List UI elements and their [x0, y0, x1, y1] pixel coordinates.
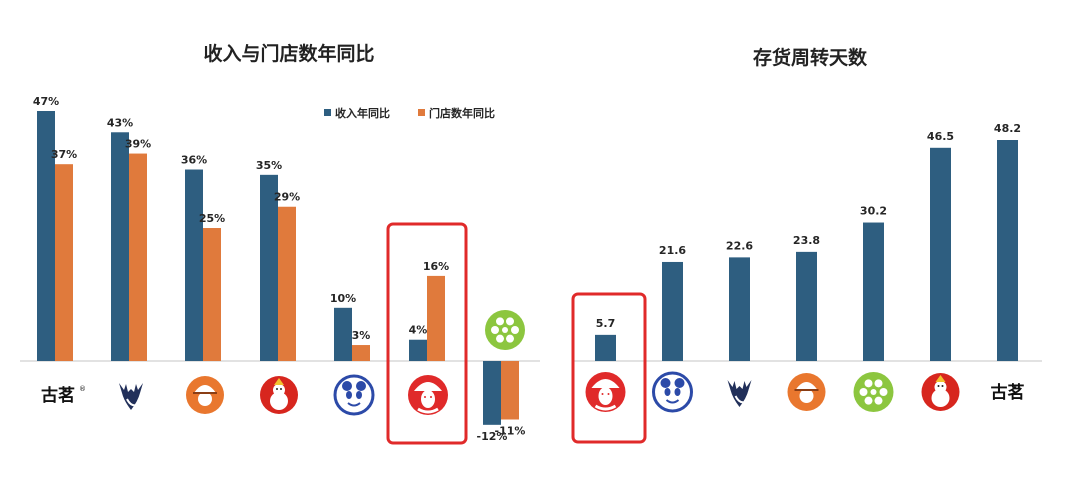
inventory-label-lime-brand: 30.2 — [860, 205, 887, 218]
deer-icon — [119, 383, 143, 410]
inventory-label-deer-brand: 22.6 — [726, 239, 753, 252]
inventory-label-snowman-brand: 46.5 — [927, 130, 954, 143]
inventory-bar-opera-face-brand — [595, 334, 616, 361]
left-chart-bars: 47% 43% 36% 35% 10% 4% -12% 37% 39% 25% 29% 3% 16% -1… — [33, 95, 526, 443]
guming-logo-text: 古茗 — [991, 382, 1025, 403]
stores-label-deer-brand: 39% — [125, 138, 151, 151]
deer-icon — [727, 380, 752, 407]
stores-label-cap-girl-brand: 25% — [199, 212, 225, 225]
stores-bar-snowman-brand — [278, 206, 296, 361]
guming-logo: 古茗 — [991, 382, 1025, 403]
legend-label-stores: 门店数年同比 — [429, 106, 495, 120]
right-chart-bars: 5.7 21.6 22.6 23.8 30.2 46.5 48.2 — [595, 122, 1021, 361]
snowman-brand-logo — [921, 373, 960, 411]
legend-label-revenue: 收入年同比 — [335, 106, 390, 120]
revenue-label-panda-brand: 10% — [330, 292, 356, 305]
revenue-label-opera-face-brand: 4% — [409, 324, 428, 337]
opera-face-brand-logo — [585, 372, 626, 412]
revenue-bar-panda-brand — [334, 307, 352, 361]
guming-logo-text: 古茗 — [41, 385, 75, 406]
deer-brand-logo — [119, 383, 143, 410]
cap-girl-brand-logo — [787, 373, 826, 411]
legend: 收入年同比 门店数年同比 — [324, 106, 495, 120]
snowman-brand-logo — [260, 376, 298, 414]
stores-label-panda-brand: 3% — [352, 329, 371, 342]
inventory-label-guming: 48.2 — [994, 122, 1021, 135]
stores-bar-deer-brand — [129, 153, 147, 361]
lime-brand-logo — [485, 310, 525, 350]
stores-bar-panda-brand — [352, 345, 370, 361]
inventory-label-opera-face-brand: 5.7 — [596, 317, 616, 330]
revenue-label-snowman-brand: 35% — [256, 159, 282, 172]
stores-bar-guming — [55, 164, 73, 361]
panda-icon — [333, 374, 375, 416]
revenue-bar-cap-girl-brand — [185, 169, 203, 361]
stores-bar-cap-girl-brand — [203, 228, 221, 361]
inventory-bar-lime-brand — [863, 222, 884, 361]
stores-label-snowman-brand: 29% — [274, 191, 300, 204]
inventory-label-panda-brand: 21.6 — [659, 244, 686, 257]
left-highlight-box — [386, 222, 468, 445]
right-chart-title: 存货周转天数 — [753, 46, 868, 69]
stores-label-lime-brand: -11% — [495, 425, 526, 438]
stores-bar-lime-brand — [501, 361, 519, 420]
revenue-label-cap-girl-brand: 36% — [181, 154, 207, 167]
revenue-label-deer-brand: 43% — [107, 116, 133, 129]
revenue-bar-opera-face-brand — [409, 339, 427, 361]
inventory-bar-snowman-brand — [930, 147, 951, 361]
panda-icon — [652, 371, 693, 413]
stores-label-opera-face-brand: 16% — [423, 260, 449, 273]
legend-swatch-revenue — [324, 109, 331, 116]
brand-logos: 古茗 ® 古茗 — [41, 310, 1025, 416]
panda-brand-logo — [333, 374, 375, 416]
revenue-bar-guming — [37, 111, 55, 361]
lime-brand-logo — [853, 372, 894, 412]
left-chart-title: 收入与门店数年同比 — [203, 42, 374, 65]
guming-logo: 古茗 ® — [41, 385, 86, 406]
inventory-bar-deer-brand — [729, 257, 750, 361]
inventory-label-cap-girl-brand: 23.8 — [793, 234, 820, 247]
inventory-bar-cap-girl-brand — [796, 251, 817, 361]
revenue-bar-snowman-brand — [260, 174, 278, 361]
revenue-label-lime-brand: -12% — [477, 430, 508, 443]
revenue-bar-lime-brand — [483, 361, 501, 425]
stores-label-guming: 37% — [51, 148, 77, 161]
registered-mark: ® — [79, 385, 86, 393]
cap-girl-brand-logo — [186, 376, 224, 414]
panda-brand-logo — [652, 371, 693, 413]
inventory-bar-panda-brand — [662, 261, 683, 361]
revenue-label-guming: 47% — [33, 95, 59, 108]
legend-swatch-stores — [418, 109, 425, 116]
right-highlight-box — [571, 292, 647, 444]
inventory-bar-guming — [997, 140, 1018, 361]
revenue-bar-deer-brand — [111, 132, 129, 361]
stores-bar-opera-face-brand — [427, 275, 445, 361]
deer-brand-logo — [727, 380, 752, 407]
opera-face-brand-logo — [408, 375, 448, 415]
